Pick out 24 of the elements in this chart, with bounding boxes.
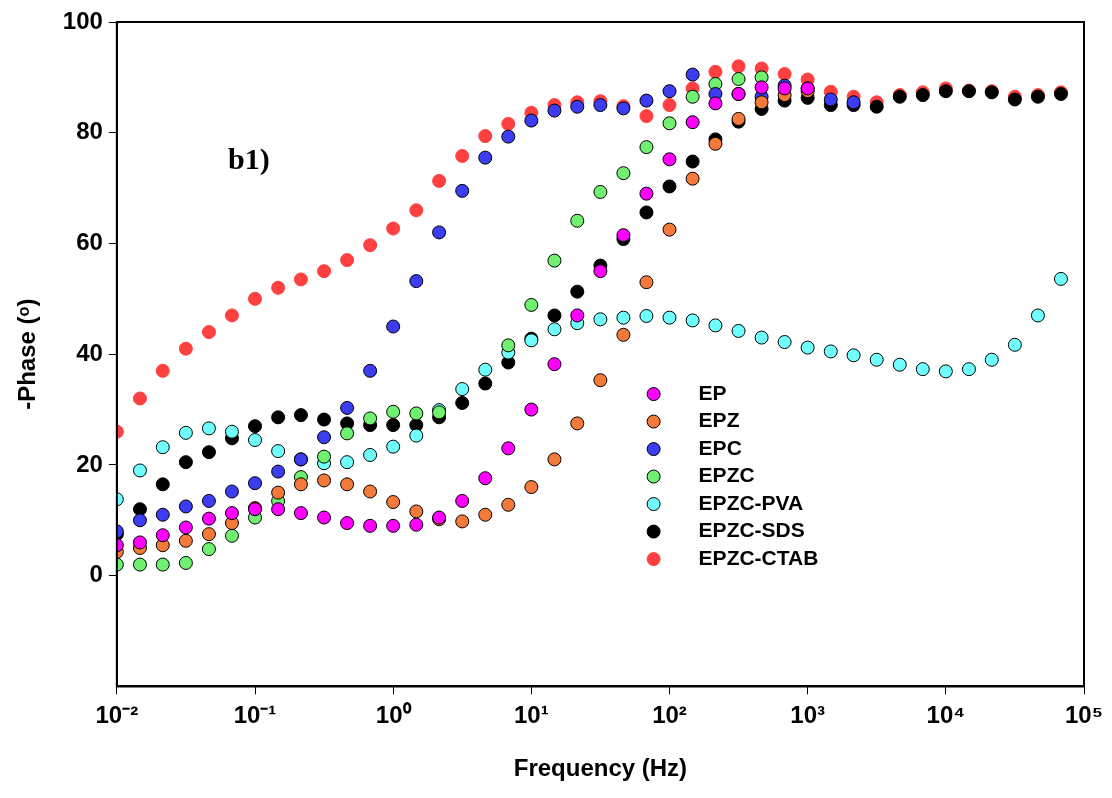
legend-label: EPZC-CTAB	[698, 545, 819, 569]
y-tick-label: 0	[89, 560, 103, 588]
y-tick-label: 100	[62, 6, 103, 34]
legend-label: EP	[698, 380, 727, 404]
x-axis-title: Frequency (Hz)	[513, 754, 688, 782]
x-tick-label: 10⁵	[1065, 701, 1103, 729]
legend-label: EPZC	[698, 463, 755, 487]
y-tick-label: 40	[76, 338, 103, 366]
y-tick-label: 80	[76, 117, 103, 145]
legend-label: EPZC-PVA	[698, 490, 804, 514]
x-tick-label: 10²	[652, 701, 687, 729]
legend-label: EPZ	[698, 408, 740, 432]
y-tick-label: 60	[76, 228, 103, 256]
legend-label: EPC	[698, 435, 742, 459]
x-tick-label: 10⁻²	[95, 701, 139, 729]
annotation: b1)	[228, 142, 270, 177]
x-tick-label: 10⁴	[926, 701, 966, 729]
x-tick-label: 10⁰	[375, 701, 412, 729]
legend-label: EPZC-SDS	[698, 518, 805, 542]
x-tick-label: 10³	[790, 701, 826, 729]
y-axis-title: -Phase (ᵒ)	[13, 298, 41, 410]
y-tick-label: 20	[76, 449, 103, 477]
x-tick-label: 10⁻¹	[233, 701, 277, 729]
x-tick-label: 10¹	[514, 701, 549, 729]
